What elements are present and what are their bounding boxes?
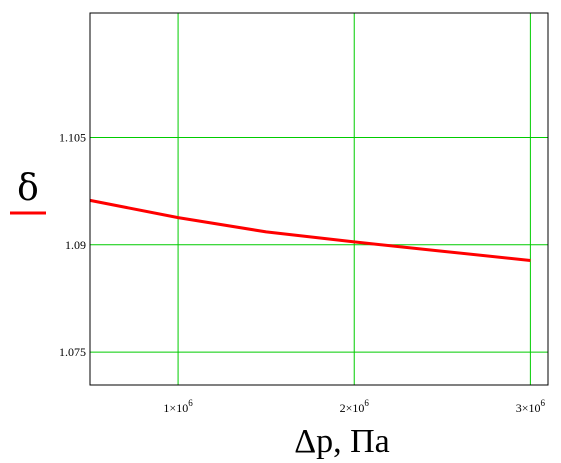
y-tick-label: 1.09 [65, 238, 86, 252]
y-tick-label: 1.075 [59, 345, 86, 359]
y-tick-label: 1.105 [59, 130, 86, 144]
x-tick-label: 3×106 [516, 398, 546, 415]
x-axis-label: Δp, Па [294, 423, 390, 460]
x-tick-labels: 1×106 2×106 3×106 [163, 398, 545, 415]
series-line [89, 198, 531, 262]
y-axis-label: δ [17, 168, 39, 209]
y-tick-labels: 1.075 1.09 1.105 [59, 130, 86, 359]
plot-frame [89, 12, 549, 386]
x-tick-label: 2×106 [340, 398, 370, 415]
x-tick-label: 1×106 [163, 398, 193, 415]
series-layer [89, 198, 531, 262]
grid-lines [90, 13, 548, 385]
